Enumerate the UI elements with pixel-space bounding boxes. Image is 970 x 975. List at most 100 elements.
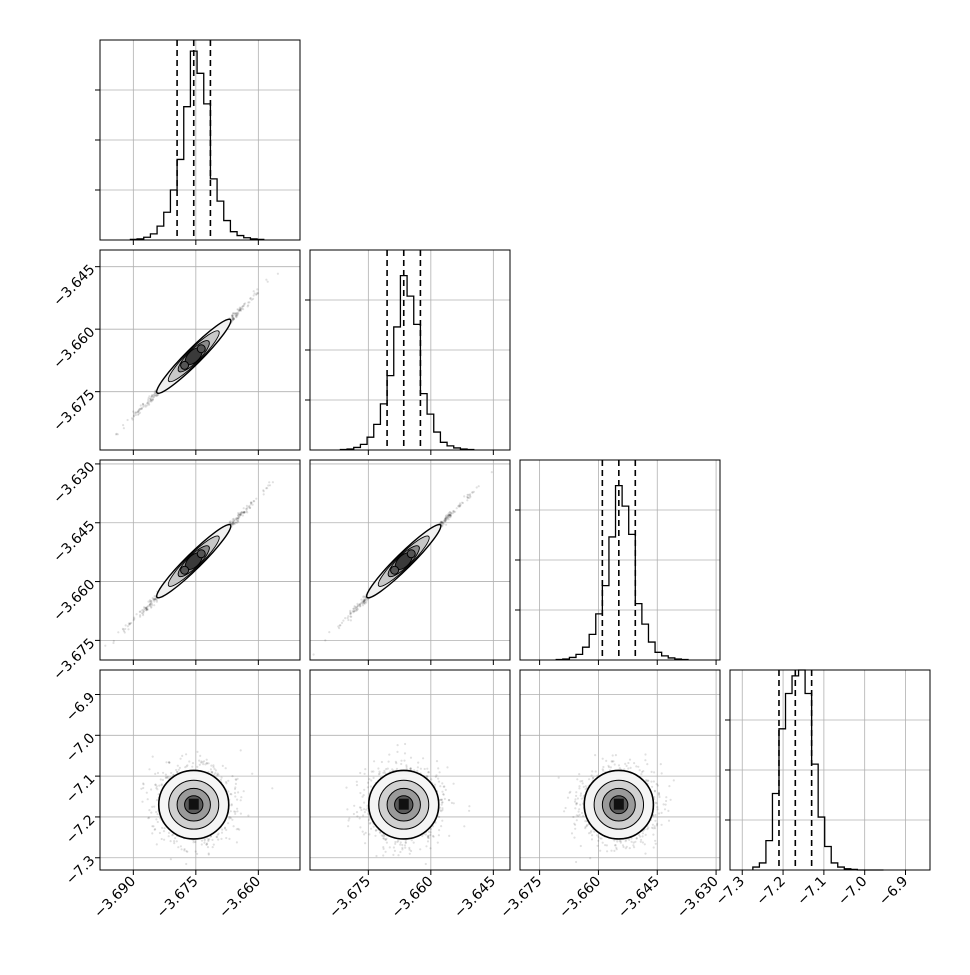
sample-point — [248, 505, 250, 507]
sample-point — [135, 414, 137, 416]
sample-point — [360, 599, 362, 601]
sample-point — [255, 498, 257, 500]
sample-point — [148, 404, 150, 406]
sample-point — [265, 279, 267, 281]
sample-point — [122, 424, 124, 426]
panel-0-0 — [95, 40, 300, 245]
sample-point — [199, 755, 201, 757]
sample-point — [156, 843, 158, 845]
sample-point — [148, 809, 150, 811]
sample-point — [186, 764, 188, 766]
sample-point — [203, 842, 205, 844]
sample-point — [127, 419, 129, 421]
sample-point — [231, 819, 233, 821]
sample-point — [364, 768, 366, 770]
density-blob — [407, 550, 415, 558]
sample-point — [201, 840, 203, 842]
sample-point — [230, 793, 232, 795]
sample-point — [348, 819, 350, 821]
sample-point — [427, 840, 429, 842]
sample-point — [399, 844, 401, 846]
sample-point — [151, 604, 153, 606]
sample-point — [236, 519, 238, 521]
sample-point — [242, 308, 244, 310]
sample-point — [362, 596, 364, 598]
sample-point — [354, 610, 356, 612]
sample-point — [151, 395, 153, 397]
sample-point — [207, 846, 209, 848]
sample-point — [198, 760, 200, 762]
sample-point — [115, 433, 117, 435]
sample-point — [148, 768, 150, 770]
sample-point — [139, 614, 141, 616]
sample-point — [237, 828, 239, 830]
sample-point — [225, 837, 227, 839]
sample-point — [127, 628, 129, 630]
sample-point — [448, 835, 450, 837]
sample-point — [234, 792, 236, 794]
sample-point — [243, 790, 245, 792]
sample-point — [163, 839, 165, 841]
sample-point — [165, 761, 167, 763]
sample-point — [196, 766, 198, 768]
sample-point — [437, 842, 439, 844]
sample-point — [441, 820, 443, 822]
sample-point — [254, 292, 256, 294]
sample-point — [382, 772, 384, 774]
sample-point — [154, 773, 156, 775]
sample-point — [135, 412, 137, 414]
sample-point — [256, 288, 258, 290]
sample-point — [441, 524, 443, 526]
sample-point — [175, 769, 177, 771]
sample-point — [467, 496, 469, 498]
sample-point — [430, 778, 432, 780]
sample-point — [417, 766, 419, 768]
sample-point — [222, 765, 224, 767]
sample-point — [356, 811, 358, 813]
sample-point — [165, 777, 167, 779]
sample-point — [445, 518, 447, 520]
sample-point — [324, 639, 326, 641]
sample-point — [170, 772, 172, 774]
sample-point — [396, 841, 398, 843]
sample-point — [263, 490, 265, 492]
sample-point — [364, 842, 366, 844]
density-blob — [181, 361, 189, 369]
x-tick-label: −3.660 — [216, 874, 264, 922]
sample-point — [146, 792, 148, 794]
sample-point — [151, 806, 153, 808]
sample-point — [461, 502, 463, 504]
sample-point — [173, 840, 175, 842]
sample-point — [227, 780, 229, 782]
sample-point — [155, 784, 157, 786]
sample-point — [139, 412, 141, 414]
sample-point — [245, 508, 247, 510]
sample-point — [422, 757, 424, 759]
sample-point — [400, 760, 402, 762]
sample-point — [203, 760, 205, 762]
panel-background — [100, 670, 300, 870]
y-tick-label: −7.1 — [63, 771, 98, 806]
sample-point — [181, 848, 183, 850]
sample-point — [373, 777, 375, 779]
sample-point — [178, 769, 180, 771]
sample-point — [420, 768, 422, 770]
sample-point — [227, 822, 229, 824]
sample-point — [137, 414, 139, 416]
sample-point — [342, 620, 344, 622]
sample-point — [161, 838, 163, 840]
sample-point — [251, 773, 253, 775]
sample-point — [240, 513, 242, 515]
sample-point — [152, 756, 154, 758]
sample-point — [221, 832, 223, 834]
sample-point — [206, 762, 208, 764]
sample-point — [267, 484, 269, 486]
sample-point — [137, 410, 139, 412]
sample-point — [476, 486, 478, 488]
sample-point — [433, 836, 435, 838]
sample-point — [192, 762, 194, 764]
sample-point — [154, 829, 156, 831]
sample-point — [165, 774, 167, 776]
sample-point — [247, 815, 249, 817]
sample-point — [157, 813, 159, 815]
